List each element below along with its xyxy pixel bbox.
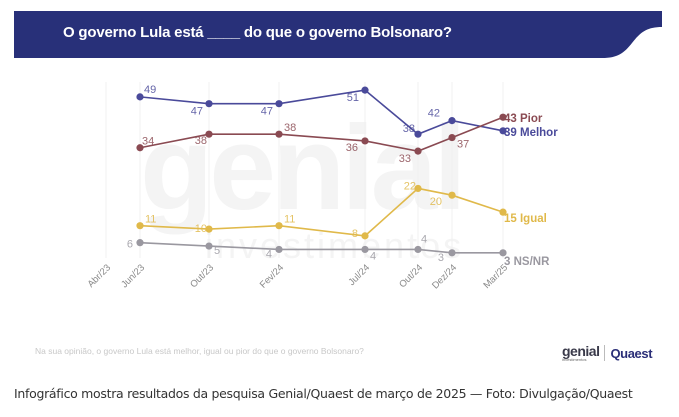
data-point-igual (361, 232, 369, 240)
data-point-nsnr (136, 239, 144, 247)
data-point-pior (205, 130, 213, 138)
data-point-igual (448, 191, 456, 199)
data-label-igual: 20 (430, 196, 442, 208)
data-label-igual: 11 (145, 214, 156, 226)
data-label-melhor: 38 (403, 123, 415, 135)
data-point-pior (499, 113, 507, 121)
data-label-pior: 37 (457, 139, 469, 151)
data-label-nsnr: 6 (127, 239, 133, 251)
data-label-pior: 38 (195, 135, 207, 147)
data-label-melhor: 42 (428, 108, 440, 120)
data-label-igual: 10 (195, 223, 207, 235)
data-label-nsnr: 3 (438, 252, 444, 264)
line-chart: Abr/23 Jun/23 Out/23 Fev/24 Jul/24 Out/24 Dez/… (86, 82, 558, 291)
data-point-nsnr (414, 245, 422, 254)
data-point-nsnr (448, 249, 456, 257)
chart-title: O governo Lula está ____ do que o govern… (63, 24, 452, 41)
x-tick-label: Dez/24 (430, 262, 459, 291)
end-label-melhor: 39 Melhor (504, 127, 558, 139)
data-label-melhor: 47 (191, 106, 203, 118)
end-label-pior: 43 Pior (504, 113, 543, 125)
x-tick-label: Out/23 (188, 262, 216, 290)
x-tick-label: Jun/23 (119, 262, 147, 290)
end-label-nsnr: 3 NS/NR (504, 256, 550, 268)
data-label-melhor: 51 (347, 92, 359, 104)
data-point-melhor (275, 100, 283, 108)
data-point-igual (414, 184, 422, 193)
data-point-nsnr (205, 242, 213, 250)
data-point-igual (205, 225, 213, 233)
x-tick-label: Out/24 (397, 262, 425, 290)
series-line-nsnr (139, 241, 503, 254)
data-label-melhor: 49 (144, 84, 156, 96)
x-tick-label: Jul/24 (346, 262, 372, 288)
data-point-nsnr (275, 245, 283, 254)
data-point-nsnr (499, 249, 507, 257)
genial-logo: genial investimentos (562, 343, 600, 362)
data-label-igual: 11 (284, 214, 295, 226)
end-label-igual: 15 Igual (504, 213, 547, 225)
data-label-nsnr: 4 (421, 233, 427, 245)
data-point-melhor (205, 100, 213, 108)
data-point-pior (136, 144, 144, 152)
header-banner-shape (14, 11, 662, 58)
data-point-melhor (499, 127, 507, 135)
data-label-nsnr: 4 (370, 250, 376, 262)
header-banner: O governo Lula está ____ do que o govern… (14, 11, 664, 58)
data-point-igual (499, 208, 507, 216)
x-tick-label: Abr/23 (86, 262, 114, 290)
data-label-pior: 33 (399, 153, 411, 165)
data-point-melhor (361, 86, 369, 94)
data-point-melhor (448, 117, 456, 125)
genial-logo-sub: investimentos (562, 357, 587, 362)
data-label-melhor: 47 (261, 106, 273, 118)
data-point-igual (136, 222, 144, 230)
quaest-logo: Quaest (610, 345, 653, 361)
data-label-nsnr: 5 (214, 245, 220, 257)
logo-divider (604, 345, 606, 361)
logos: genial investimentos Quaest (562, 343, 653, 362)
data-label-pior: 36 (346, 142, 358, 154)
data-point-pior (361, 137, 369, 145)
data-point-igual (275, 222, 283, 230)
data-label-igual: 8 (352, 228, 358, 240)
survey-question: Na sua opinião, o governo Lula está melh… (35, 346, 364, 356)
data-point-pior (275, 130, 283, 138)
data-label-nsnr: 4 (266, 248, 272, 260)
genial-logo-text: genial (562, 343, 600, 359)
x-tick-label: Fev/24 (258, 262, 286, 290)
data-label-pior: 38 (284, 122, 296, 134)
data-point-pior (448, 133, 456, 142)
data-point-nsnr (361, 245, 369, 254)
data-label-pior: 34 (142, 136, 154, 148)
data-point-pior (414, 147, 422, 155)
data-label-igual: 22 (404, 180, 416, 192)
image-caption: Infográfico mostra resultados da pesquis… (14, 386, 633, 401)
data-point-melhor (136, 93, 144, 101)
watermark-brand: genial (140, 101, 467, 235)
data-point-melhor (414, 130, 422, 138)
